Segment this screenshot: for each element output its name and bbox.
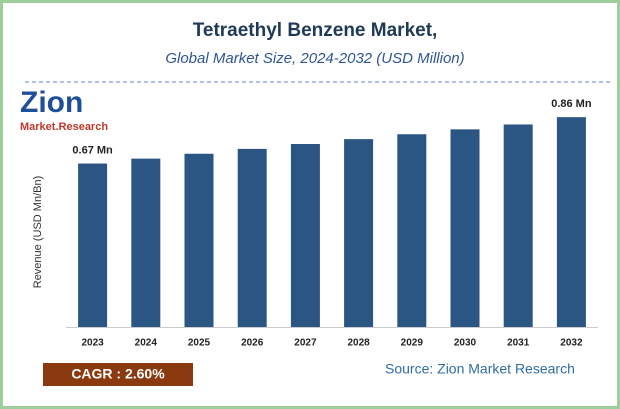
x-tick-label: 2032 — [560, 338, 583, 349]
value-label: 0.86 Mn — [551, 98, 592, 110]
x-tick-label: 2025 — [188, 338, 211, 349]
value-label: 0.67 Mn — [72, 144, 113, 156]
bar — [184, 153, 214, 327]
bar — [78, 163, 108, 327]
logo-subtext: Market.Research — [20, 121, 108, 133]
x-tick-label: 2024 — [135, 338, 158, 349]
x-tick-label: 2027 — [294, 338, 317, 349]
x-tick-label: 2023 — [81, 338, 104, 349]
cagr: CAGR : 2.60% — [71, 366, 165, 382]
bar — [450, 129, 480, 327]
logo: Zion — [20, 86, 83, 119]
chart-title: Tetraethyl Benzene Market, — [193, 20, 438, 41]
x-tick-label: 2028 — [347, 338, 370, 349]
bar — [397, 134, 427, 327]
bar — [503, 124, 533, 327]
source: Source: Zion Market Research — [385, 361, 575, 377]
bar — [290, 144, 320, 327]
y-axis-label: Revenue (USD Mn/Bn) — [32, 176, 44, 289]
cagr-box — [43, 363, 193, 386]
bar — [344, 139, 374, 327]
x-tick-label: 2026 — [241, 338, 264, 349]
bar — [131, 158, 161, 327]
chart-subtitle: Global Market Size, 2024-2032 (USD Milli… — [165, 50, 464, 67]
x-tick-label: 2030 — [454, 338, 477, 349]
bar — [237, 148, 267, 327]
bar — [556, 117, 586, 327]
x-tick-label: 2029 — [401, 338, 424, 349]
x-tick-label: 2031 — [507, 338, 530, 349]
